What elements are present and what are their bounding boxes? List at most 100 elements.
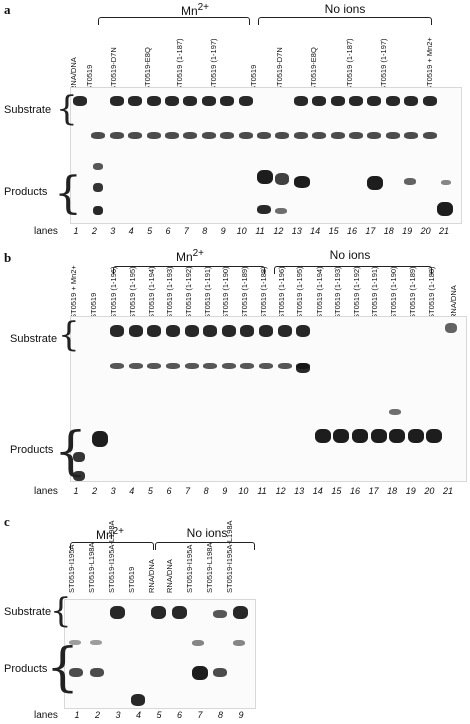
gel-band: [233, 640, 245, 646]
group-bracket: [70, 542, 154, 550]
gel-band: [314, 429, 331, 443]
gel-band: [192, 666, 208, 680]
gel-band: [277, 363, 292, 369]
lane-number: 11: [257, 486, 267, 496]
gel-band: [437, 202, 453, 216]
gel-band: [349, 132, 363, 139]
gel-band: [128, 96, 143, 106]
gel-band: [422, 132, 437, 139]
gel-band: [73, 471, 85, 481]
gel-band: [277, 325, 292, 337]
gel-band: [404, 96, 419, 106]
lane-label: ST0519 (1-195): [295, 266, 304, 319]
lane-number: 5: [156, 710, 162, 720]
group-label-noions: No ions: [324, 2, 366, 16]
panel-a: a Mn2+ No ions RNA/DNA ST0519 ST0519-D7N ST…: [0, 0, 470, 245]
gel-band: [147, 325, 162, 337]
gel-band: [404, 132, 419, 139]
gel-band: [91, 132, 106, 139]
gel-band: [407, 429, 424, 443]
lane-label: ST0519 (1-194): [147, 266, 156, 319]
gel-band: [89, 668, 104, 677]
gel-band: [130, 694, 145, 706]
gel-band: [93, 163, 104, 170]
gel-band: [128, 132, 143, 139]
lane-number: 6: [176, 710, 183, 720]
gel-band: [110, 325, 125, 337]
lane-number: 2: [91, 226, 97, 236]
lane-number: 18: [383, 226, 394, 236]
lane-label: ST0519-I195A-L198A: [225, 520, 234, 593]
lane-number: 4: [135, 710, 142, 720]
brace: {: [54, 422, 88, 482]
lane-number: 18: [387, 486, 398, 496]
lane-number: 11: [255, 226, 265, 236]
gel-band: [109, 132, 124, 139]
group-label-mn: Mn2+: [95, 526, 125, 542]
lane-number: 17: [368, 486, 379, 496]
lane-label: ST0519-E8Q: [309, 47, 318, 91]
lane-number: 13: [294, 486, 305, 496]
group-label-noions: No ions: [186, 526, 228, 540]
lane-number: 8: [203, 486, 209, 496]
lane-number: 4: [128, 226, 134, 236]
gel-band: [165, 132, 179, 139]
gel-band: [349, 96, 363, 106]
gel-band: [259, 363, 273, 369]
lane-number: 2: [92, 486, 98, 496]
panel-c: c Mn2+ No ions ST0519-I195A ST0519-L198A S…: [0, 512, 470, 723]
gel-band: [192, 640, 204, 646]
lane-number: 13: [291, 226, 302, 236]
panel-label: b: [4, 250, 12, 265]
gel-band: [220, 96, 235, 106]
gel-band: [257, 170, 273, 184]
lane-label: ST0519-D7N: [275, 47, 284, 91]
lane-label: ST0519 (1-193): [165, 266, 174, 319]
lane-number: 16: [346, 226, 358, 236]
gel-band: [184, 363, 199, 369]
gel-band: [221, 363, 236, 369]
gel-band: [147, 363, 162, 369]
gel-band: [110, 363, 125, 369]
gel-band: [73, 452, 85, 462]
substrate-label: Substrate: [10, 333, 58, 345]
lane-number: 12: [275, 486, 286, 496]
gel-band: [385, 96, 400, 106]
lane-label: ST0519 (1-192): [352, 266, 361, 319]
lane-label: ST0519 (1-187): [175, 38, 184, 91]
gel-band: [389, 429, 406, 443]
gel-band: [333, 429, 350, 443]
lane-number: 16: [349, 486, 361, 496]
lane-number: 1: [73, 226, 79, 236]
gel-band: [203, 363, 218, 369]
lane-label: ST0519 + Mn2+: [425, 37, 434, 91]
lane-number: 1: [74, 710, 80, 720]
lane-label: ST0519-I195A-L198A: [107, 520, 116, 593]
gel-band: [69, 668, 83, 677]
lane-number: 21: [442, 486, 454, 496]
lane-label: ST0519 (1-188): [259, 266, 268, 319]
brace: {: [46, 638, 80, 698]
lane-number: 14: [310, 226, 321, 236]
lane-number: 15: [331, 486, 342, 496]
lane-label: RNA/DNA: [69, 57, 78, 91]
lane-label: ST0519 (1-187): [345, 38, 354, 91]
lane-number: 19: [402, 226, 413, 236]
group-bracket: [113, 266, 265, 274]
gel-band: [165, 96, 179, 106]
gel-band: [404, 178, 417, 185]
lane-number: 3: [110, 486, 116, 496]
gel-band: [296, 363, 311, 373]
brace: {: [50, 591, 72, 631]
lane-label: ST0519-I195A: [67, 544, 76, 593]
lane-number: 2: [94, 710, 101, 720]
lane-label: RNA/DNA: [165, 559, 174, 593]
gel-band: [389, 409, 402, 415]
gel-band: [330, 132, 345, 139]
gel-band: [109, 96, 124, 106]
gel-band: [91, 431, 108, 447]
lane-number: 9: [220, 226, 226, 236]
lane-number: 8: [202, 226, 208, 236]
gel-band: [201, 96, 216, 106]
lane-number: 14: [312, 486, 323, 496]
